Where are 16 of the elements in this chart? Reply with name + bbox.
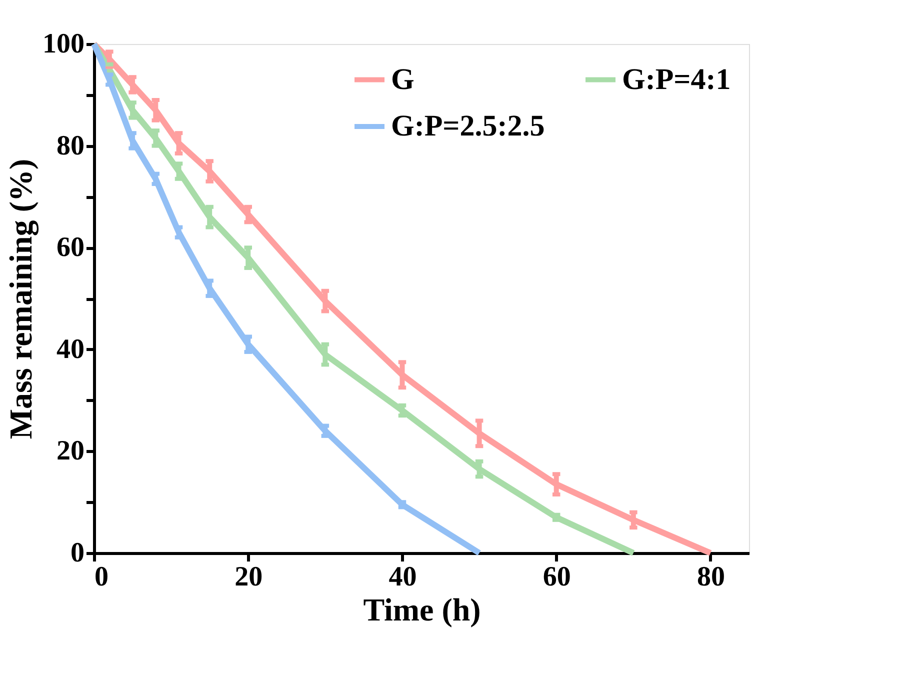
- legend-label: G:P=2.5:2.5: [391, 110, 545, 142]
- y-tick-label: 100: [42, 28, 84, 60]
- y-tick-label: 60: [56, 232, 84, 264]
- x-axis-title: Time (h): [363, 592, 481, 628]
- legend-label: G: [391, 62, 414, 96]
- x-tick-label: 40: [388, 562, 417, 592]
- x-tick-label: 60: [542, 562, 571, 592]
- x-tick-label: 0: [94, 562, 108, 592]
- x-tick-label: 20: [234, 562, 263, 592]
- y-tick-label: 80: [56, 130, 84, 162]
- y-tick-label: 40: [56, 334, 84, 365]
- y-tick-label: 20: [56, 436, 84, 467]
- y-tick-label: 0: [70, 538, 84, 568]
- legend-label: G:P=4:1: [622, 62, 731, 96]
- x-tick-label: 80: [696, 562, 725, 592]
- y-axis-title: Mass remaining (%): [2, 158, 40, 440]
